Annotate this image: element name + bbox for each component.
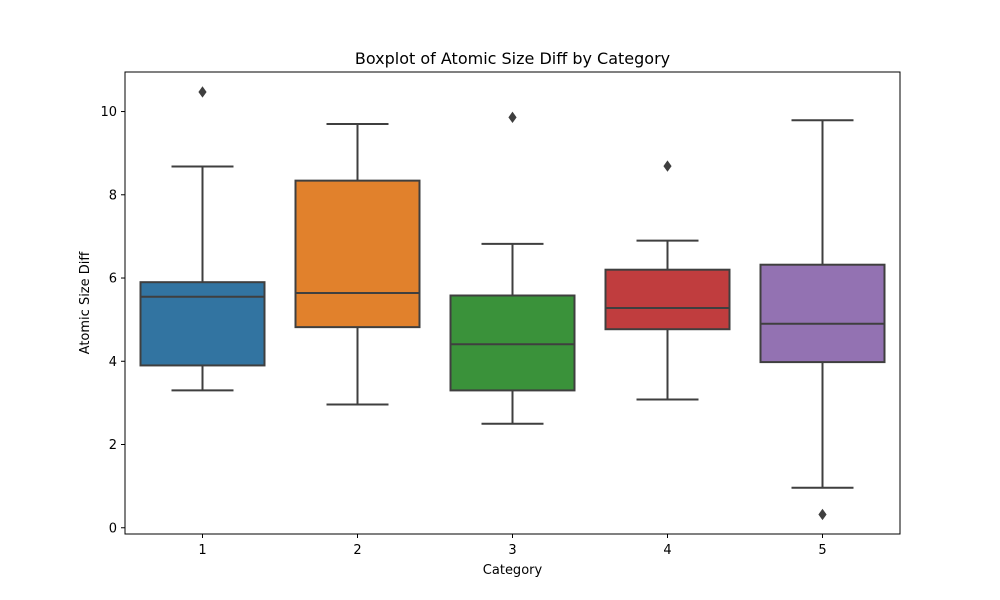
box-group-5 [759, 119, 886, 521]
y-tick-label: 0 [109, 521, 117, 536]
box-4 [604, 268, 731, 331]
plot-area [139, 86, 886, 521]
x-tick-label: 1 [198, 543, 206, 558]
box-5 [759, 263, 886, 364]
x-tick-label: 4 [663, 543, 671, 558]
y-tick-label: 8 [109, 188, 117, 203]
y-tick-label: 10 [100, 105, 117, 120]
box-2 [294, 179, 421, 329]
chart-title: Boxplot of Atomic Size Diff by Category [355, 49, 670, 68]
y-tick-label: 2 [109, 438, 117, 453]
x-axis-label: Category [483, 563, 543, 578]
outlier-point [508, 111, 517, 124]
outlier-point [663, 160, 672, 172]
box-group-1 [139, 86, 266, 392]
y-axis-label: Atomic Size Diff [78, 251, 93, 355]
box-1 [139, 281, 266, 367]
box-group-3 [449, 111, 576, 425]
y-tick-label: 6 [109, 272, 117, 287]
box-group-4 [604, 160, 731, 401]
y-tick-label: 4 [109, 355, 117, 370]
x-tick-label: 5 [818, 543, 826, 558]
box-group-2 [294, 123, 421, 406]
outlier-point [198, 86, 207, 98]
box-3 [449, 294, 576, 392]
outlier-point [818, 508, 827, 521]
x-tick-label: 2 [353, 543, 361, 558]
x-tick-label: 3 [508, 543, 516, 558]
